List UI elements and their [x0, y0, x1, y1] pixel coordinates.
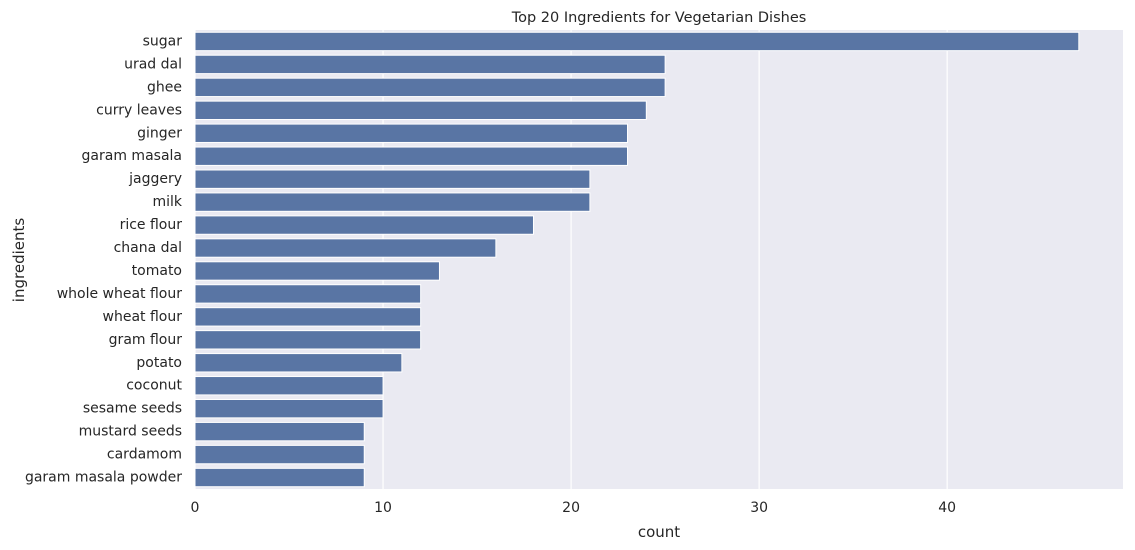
bar-13 [194, 330, 422, 350]
bars [194, 31, 1080, 488]
bar-2 [194, 77, 666, 98]
x-tick-label-3: 30 [750, 500, 768, 516]
bar-6 [194, 169, 591, 189]
bar-16 [194, 398, 384, 419]
y-tick-label-3: curry leaves [96, 102, 182, 118]
bar-19 [194, 467, 365, 488]
bar-7 [194, 192, 591, 212]
bar-3 [194, 100, 647, 121]
bar-4 [194, 123, 629, 143]
bar-18 [194, 444, 365, 465]
y-tick-label-9: chana dal [114, 240, 182, 256]
y-tick-label-18: cardamom [107, 447, 182, 463]
x-tick-label-1: 10 [374, 500, 392, 516]
y-tick-label-14: potato [136, 355, 182, 371]
bar-0 [194, 31, 1080, 52]
y-tick-label-11: whole wheat flour [57, 286, 183, 302]
y-tick-label-13: gram flour [109, 332, 183, 348]
bar-8 [194, 215, 534, 235]
plot-background [195, 30, 1123, 489]
chart-title: Top 20 Ingredients for Vegetarian Dishes [511, 10, 807, 26]
x-axis-label: count [638, 523, 680, 541]
y-tick-labels: sugar urad dal ghee curry leaves ginger garam… [25, 33, 183, 485]
y-tick-label-8: rice flour [120, 217, 183, 233]
y-tick-label-12: wheat flour [103, 309, 183, 325]
bar-17 [194, 421, 365, 442]
x-tick-labels: 0 10 20 30 40 [191, 500, 957, 516]
x-tick-label-2: 20 [562, 500, 580, 516]
bar-5 [194, 146, 629, 166]
x-tick-label-0: 0 [191, 500, 200, 516]
bar-1 [194, 54, 666, 75]
bar-15 [194, 376, 384, 396]
y-tick-label-4: ginger [137, 125, 182, 141]
y-axis-label: ingredients [10, 218, 28, 303]
y-tick-label-0: sugar [143, 33, 183, 49]
y-tick-label-5: garam masala [82, 148, 182, 164]
y-tick-label-2: ghee [147, 79, 182, 95]
y-tick-label-10: tomato [132, 263, 182, 279]
bar-14 [194, 353, 403, 373]
y-tick-label-15: coconut [126, 378, 182, 394]
bar-9 [194, 238, 497, 258]
bar-11 [194, 284, 422, 304]
x-tick-label-4: 40 [938, 500, 956, 516]
y-tick-label-16: sesame seeds [83, 401, 182, 417]
y-tick-label-6: jaggery [128, 171, 182, 187]
y-tick-label-17: mustard seeds [79, 424, 182, 440]
bar-12 [194, 307, 422, 327]
y-tick-label-19: garam masala powder [25, 470, 182, 486]
y-tick-label-7: milk [152, 194, 182, 210]
y-tick-label-1: urad dal [124, 56, 182, 72]
bar-10 [194, 261, 440, 281]
